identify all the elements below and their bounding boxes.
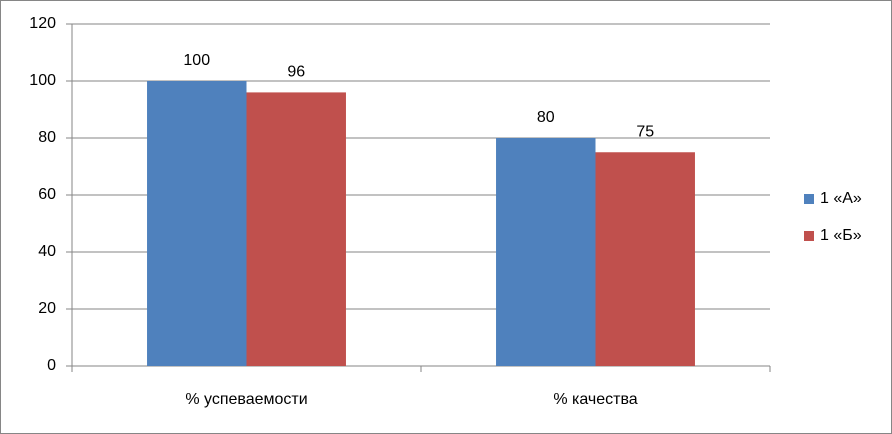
y-tick-label: 80 [38,129,56,146]
legend-swatch [804,194,814,204]
bar [147,81,247,366]
x-tick-label: % успеваемости [185,391,307,408]
legend-swatch [804,231,814,241]
bar [246,92,346,367]
data-label: 80 [537,109,555,126]
legend-label: 1 «Б» [820,227,862,244]
y-tick-label: 0 [47,357,56,374]
y-tick-label: 60 [38,186,56,203]
data-label: 96 [287,64,305,81]
y-tick-label: 40 [38,243,56,260]
data-label: 100 [183,52,210,69]
bar [595,152,695,366]
x-tick-label: % качества [553,391,637,408]
bar [496,138,596,366]
y-tick-label: 100 [29,72,56,89]
y-tick-label: 20 [38,300,56,317]
legend-label: 1 «А» [820,190,862,207]
y-tick-label: 120 [29,15,56,32]
data-label: 75 [636,123,654,140]
